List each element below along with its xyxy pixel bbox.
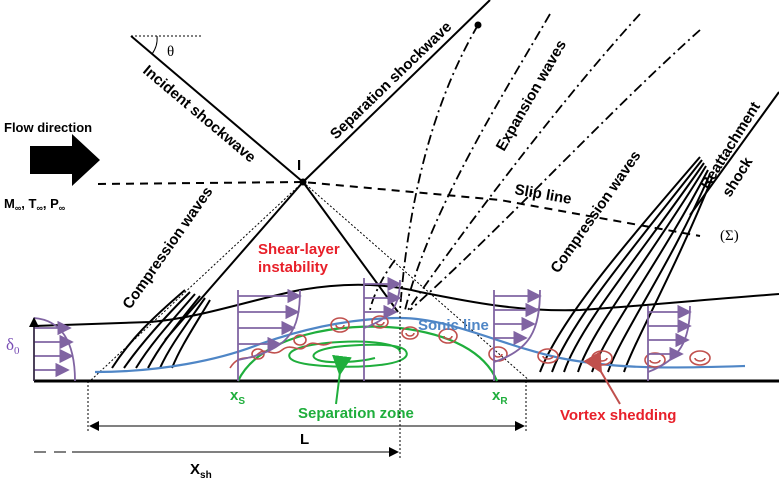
incident-shock-label: Incident shockwave (139, 62, 258, 166)
compression-waves-left-label: Compression waves (119, 184, 216, 313)
expansion-wave-5 (369, 259, 396, 311)
delta-0-label: δ0 (6, 335, 20, 357)
velocity-profile-5 (647, 304, 692, 381)
dotted-bound-right (302, 181, 531, 382)
incident-shock-reflected (302, 181, 399, 313)
flow-direction-arrow (30, 134, 100, 186)
sonic-line-curve (94, 316, 746, 374)
point-i-label: I (297, 157, 301, 174)
expansion-wave-3 (407, 13, 641, 311)
vortex-shedding-pointer (583, 351, 621, 405)
freestream-conditions-label: M∞, T∞, P∞ (4, 196, 66, 213)
velocity-profile-inlet (33, 317, 76, 382)
boundary-layer-edge (33, 283, 779, 327)
recirculation-spiral (288, 340, 408, 368)
flow-direction-label: Flow direction (4, 120, 92, 135)
velocity-profile-4 (493, 288, 542, 381)
incident-shock-line (130, 35, 304, 183)
xs-label: xS (230, 387, 245, 407)
xr-label: xR (492, 387, 508, 407)
sigma-label: (Σ) (720, 228, 739, 244)
shear-layer-label-line2: instability (258, 259, 329, 276)
expansion-wave-4 (409, 29, 701, 311)
velocity-profile-3 (363, 276, 402, 381)
theta-arc (151, 35, 158, 55)
expansion-waves-label: Expansion waves (493, 37, 570, 154)
separation-shock-lower (164, 181, 304, 341)
sonic-line-label: Sonic line (418, 317, 489, 334)
shear-layer-label-line1: Shear-layer (258, 241, 340, 258)
theta-label: θ (167, 44, 174, 60)
reattachment-shock-line (689, 91, 779, 216)
expansion-wave-1 (399, 24, 479, 311)
dotted-bound-left (89, 181, 304, 382)
slip-line (97, 180, 701, 237)
expansion-wave-2 (404, 13, 551, 311)
l-label: L (300, 431, 309, 448)
velocity-profile-2 (237, 288, 302, 381)
separation-zone-pointer (332, 354, 352, 405)
xsh-label: Xsh (190, 461, 212, 481)
separation-zone-label: Separation zone (298, 405, 414, 422)
separation-shock-line (302, 0, 491, 183)
compression-waves-left (111, 289, 211, 369)
vortex-shedding-label: Vortex shedding (560, 407, 676, 424)
separation-shock-label: Separation shockwave (327, 18, 455, 143)
separation-bubble (237, 325, 499, 382)
